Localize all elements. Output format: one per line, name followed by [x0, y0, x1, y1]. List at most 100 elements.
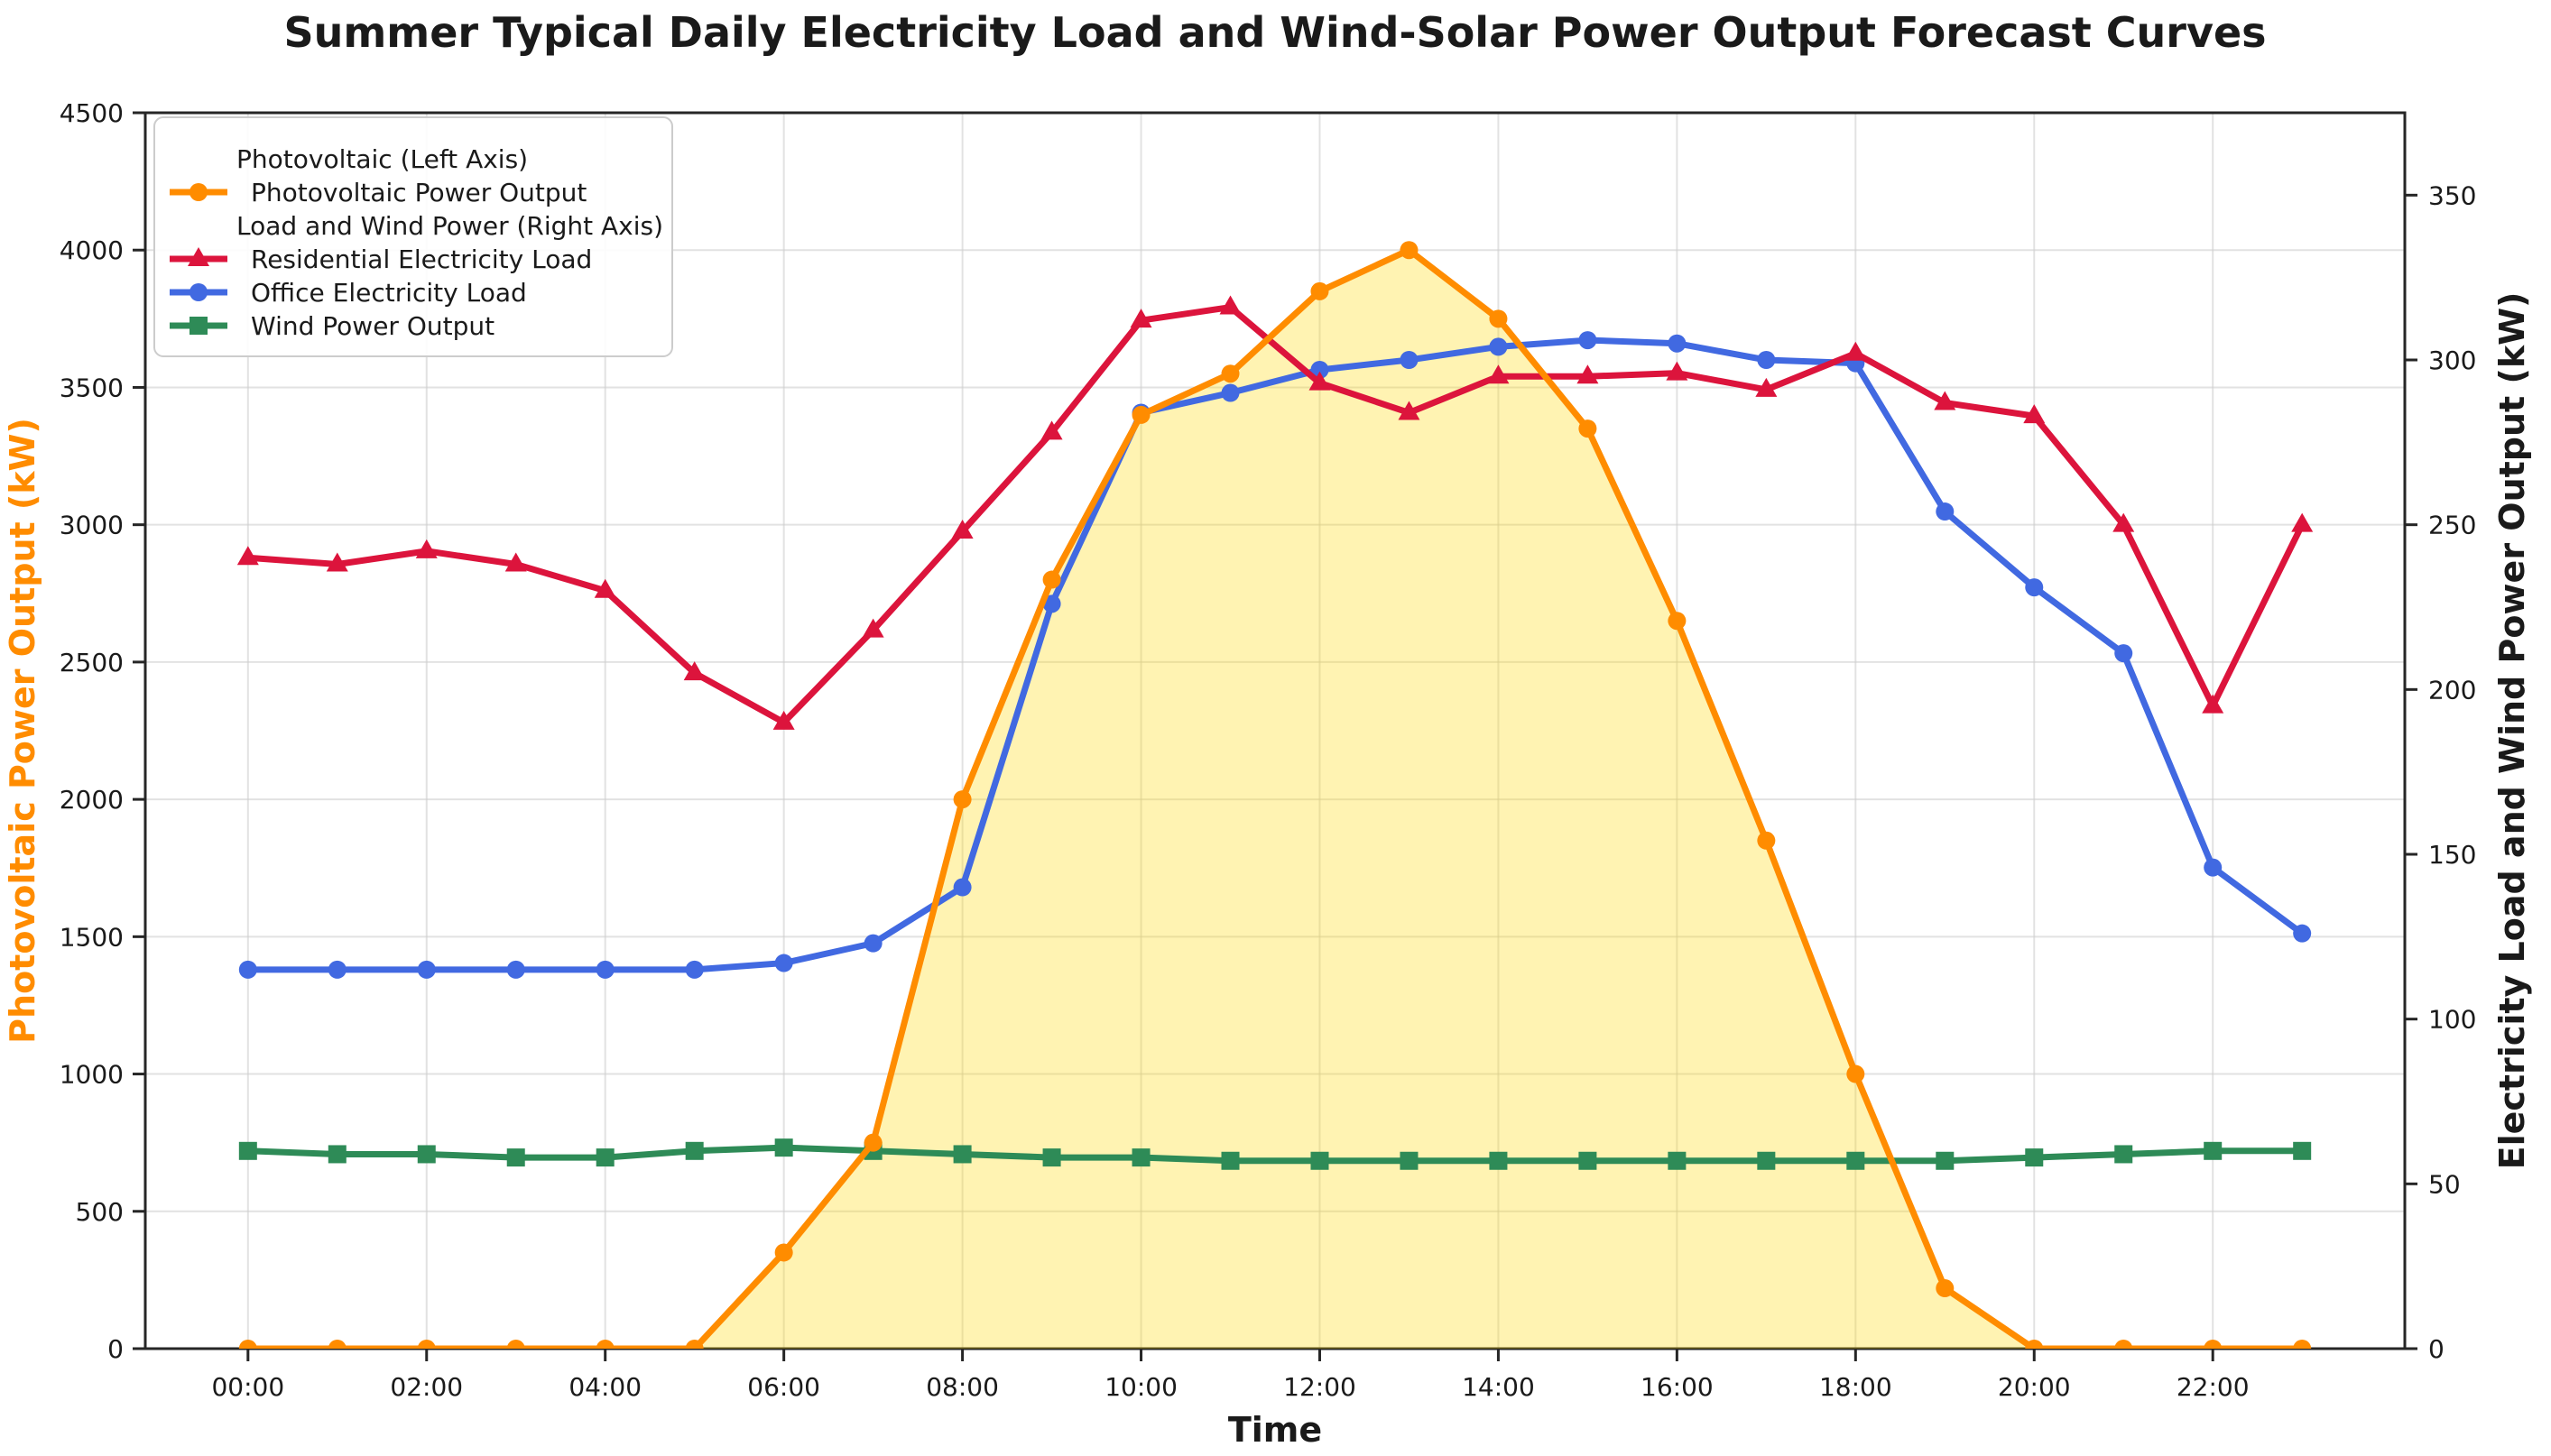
data-point-marker: [2112, 512, 2135, 532]
data-point-marker: [1400, 1151, 1419, 1170]
data-point-marker: [1042, 1148, 1061, 1167]
data-point-marker: [1489, 1151, 1508, 1170]
data-point-marker: [683, 661, 706, 681]
data-point-marker: [685, 1141, 704, 1160]
data-point-marker: [2025, 1148, 2044, 1167]
data-point-marker: [1936, 502, 1955, 521]
right-tick-label: 50: [2428, 1169, 2461, 1199]
left-tick-label: 3000: [60, 511, 124, 540]
data-point-marker: [1221, 383, 1240, 402]
data-point-marker: [189, 317, 208, 335]
data-point-marker: [685, 1340, 704, 1349]
data-point-marker: [326, 552, 348, 572]
data-point-marker: [506, 1148, 525, 1167]
data-point-marker: [1132, 405, 1151, 424]
data-point-marker: [953, 1145, 972, 1164]
data-point-marker: [596, 1340, 615, 1349]
legend-item-label: Residential Electricity Load: [251, 244, 592, 274]
data-point-marker: [864, 934, 883, 953]
data-point-marker: [1578, 419, 1597, 438]
plot-frame: [143, 111, 2407, 1350]
data-point-marker: [2204, 858, 2223, 877]
data-point-marker: [953, 878, 972, 897]
data-point-marker: [417, 960, 436, 979]
series-wind-power-output: [238, 1138, 2312, 1170]
legend-row-wind: Wind Power Output: [170, 311, 494, 341]
data-point-marker: [328, 960, 347, 979]
data-point-marker: [864, 1133, 883, 1152]
data-point-marker: [1936, 1151, 1955, 1170]
data-point-marker: [1219, 295, 1242, 315]
right-tick-label: 200: [2428, 675, 2476, 705]
series-line: [245, 246, 2306, 1349]
x-tick-label: 00:00: [211, 1372, 284, 1402]
data-point-marker: [1846, 1151, 1865, 1170]
left-tick-label: 500: [76, 1197, 124, 1227]
data-point-marker: [1221, 1151, 1240, 1170]
right-tick-label: 0: [2428, 1334, 2445, 1364]
data-point-marker: [1310, 1151, 1329, 1170]
data-point-marker: [2114, 1145, 2133, 1164]
right-tick-label: 250: [2428, 511, 2476, 540]
left-tick-label: 2500: [60, 648, 124, 677]
data-point-marker: [594, 578, 616, 598]
x-tick-label: 12:00: [1283, 1372, 1356, 1402]
legend-row-residential: Residential Electricity Load: [170, 244, 592, 274]
data-point-marker: [2204, 1340, 2223, 1349]
x-tick-label: 10:00: [1105, 1372, 1178, 1402]
data-point-marker: [2202, 694, 2224, 714]
data-point-marker: [2204, 1141, 2223, 1160]
right-tick-label: 150: [2428, 840, 2476, 870]
data-point-marker: [189, 283, 208, 301]
data-point-marker: [596, 960, 615, 979]
data-point-marker: [953, 790, 972, 809]
legend-item-label: Wind Power Output: [251, 311, 494, 341]
data-point-marker: [417, 1340, 436, 1349]
x-tick-label: 16:00: [1641, 1372, 1714, 1402]
data-point-marker: [1666, 361, 1688, 381]
data-point-marker: [1668, 1151, 1687, 1170]
left-tick-label: 2000: [60, 785, 124, 815]
data-point-marker: [415, 539, 438, 558]
series-line: [245, 304, 2306, 726]
legend-box: [153, 116, 673, 357]
legend-row-photovoltaic: Photovoltaic Power Output: [170, 178, 587, 207]
legend: Photovoltaic (Left Axis) Photovoltaic Po…: [153, 116, 673, 357]
data-point-marker: [1934, 391, 1956, 410]
legend-item-label: Photovoltaic Power Output: [251, 178, 587, 207]
data-point-marker: [1487, 364, 1510, 384]
data-point-marker: [2293, 924, 2312, 943]
data-point-marker: [2114, 1340, 2133, 1349]
data-point-marker: [2291, 512, 2314, 532]
data-point-marker: [1578, 331, 1597, 350]
data-point-marker: [504, 552, 527, 572]
legend-swatch-wind: [170, 317, 227, 335]
data-point-marker: [188, 247, 209, 266]
series-layer: [236, 241, 2314, 1349]
data-point-marker: [1668, 612, 1687, 631]
x-tick-label: 06:00: [747, 1372, 820, 1402]
data-point-marker: [238, 1141, 257, 1160]
data-point-marker: [862, 618, 884, 638]
left-tick-label: 1000: [60, 1060, 124, 1090]
data-point-marker: [1846, 1064, 1865, 1083]
data-point-marker: [2293, 1340, 2312, 1349]
data-point-marker: [1757, 831, 1776, 850]
data-point-marker: [1757, 1151, 1776, 1170]
x-tick-label: 22:00: [2177, 1372, 2250, 1402]
data-point-marker: [1130, 309, 1152, 328]
data-point-marker: [1400, 351, 1419, 369]
series-photovoltaic-power-output: [238, 241, 2312, 1349]
data-point-marker: [1578, 1151, 1597, 1170]
data-point-marker: [1398, 401, 1420, 420]
data-point-marker: [1757, 351, 1776, 369]
x-tick-label: 02:00: [390, 1372, 463, 1402]
left-tick-label: 3500: [60, 373, 124, 402]
data-point-marker: [236, 546, 259, 566]
x-tick-label: 18:00: [1819, 1372, 1892, 1402]
data-point-marker: [2025, 1340, 2044, 1349]
left-axis-title: Photovoltaic Power Output (kW): [3, 418, 42, 1044]
data-point-marker: [1755, 377, 1778, 397]
right-tick-label: 100: [2428, 1005, 2476, 1035]
